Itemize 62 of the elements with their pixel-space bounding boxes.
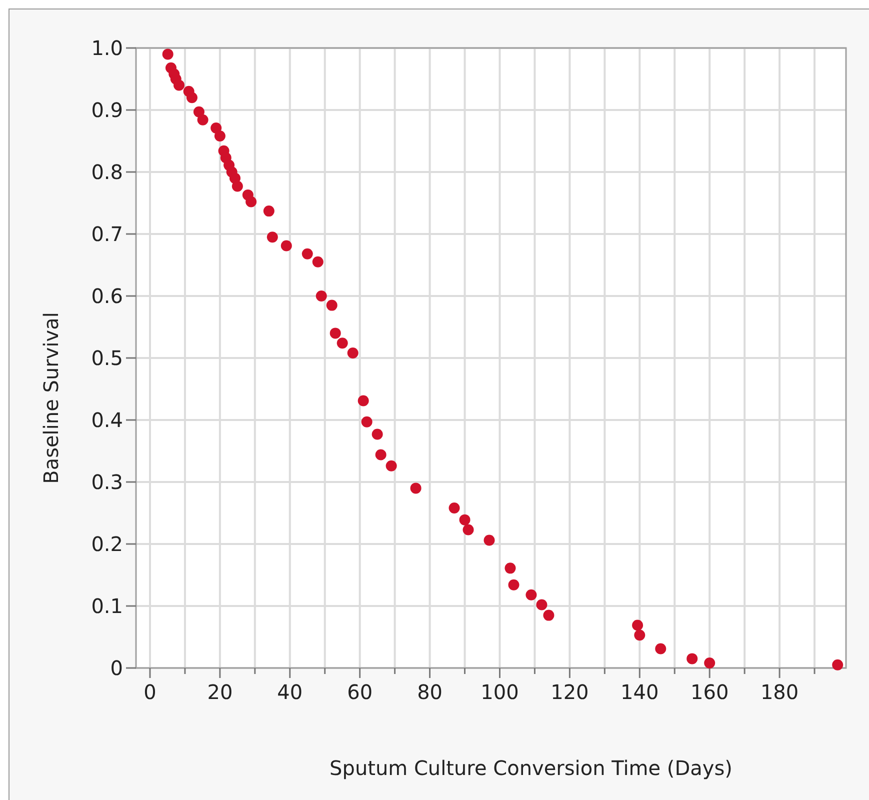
point: [832, 659, 844, 670]
point: [266, 232, 278, 243]
point: [704, 658, 716, 669]
point: [686, 653, 698, 664]
y-tick-label: 0.3: [91, 470, 123, 494]
point: [246, 196, 257, 208]
point: [410, 482, 422, 494]
y-tick-label: 0.5: [91, 346, 123, 370]
point: [526, 589, 537, 600]
x-tick-label: 160: [690, 680, 729, 704]
point: [508, 579, 520, 590]
point: [372, 428, 383, 440]
point: [316, 290, 327, 302]
point: [336, 338, 348, 349]
point: [459, 514, 470, 526]
point: [302, 248, 313, 260]
point: [462, 524, 474, 536]
x-tick-label: 180: [760, 680, 799, 704]
point: [174, 80, 185, 91]
x-tick-label: 40: [277, 680, 303, 704]
x-tick-label: 120: [550, 680, 589, 704]
point: [330, 328, 341, 339]
point: [280, 240, 292, 252]
point: [536, 599, 548, 610]
point: [358, 395, 369, 406]
y-tick-label: 0.8: [91, 160, 123, 184]
y-tick-label: 1.0: [91, 36, 123, 60]
point: [162, 48, 174, 60]
point: [543, 610, 554, 621]
x-tick-label: 80: [417, 680, 443, 704]
point: [448, 502, 460, 514]
point: [312, 256, 324, 268]
x-tick-label: 0: [144, 680, 156, 704]
y-tick-label: 0.1: [91, 594, 123, 618]
point: [347, 348, 358, 359]
point: [210, 122, 222, 134]
x-tick-label: 20: [207, 680, 233, 704]
point: [386, 460, 397, 472]
point: [326, 300, 338, 311]
point: [634, 630, 646, 641]
x-tick-label: 140: [620, 680, 659, 704]
y-tick-label: 0.4: [91, 408, 123, 432]
point: [197, 114, 208, 126]
x-tick-label: 100: [480, 680, 519, 704]
point: [186, 92, 198, 104]
y-axis-title: Baseline Survival: [39, 312, 63, 484]
point: [632, 620, 644, 631]
point: [361, 416, 372, 428]
point: [655, 643, 666, 654]
y-tick-label: 0.6: [91, 284, 123, 308]
x-axis-title: Sputum Culture Conversion Time (Days): [330, 756, 732, 780]
y-tick-label: 0.2: [91, 532, 123, 556]
y-tick-label: 0.9: [91, 98, 123, 122]
y-tick-label: 0.7: [91, 222, 123, 246]
point: [214, 130, 226, 142]
x-tick-label: 60: [347, 680, 373, 704]
point: [504, 562, 516, 574]
y-tick-label: 0: [110, 656, 123, 680]
point: [263, 206, 274, 217]
point: [484, 534, 495, 546]
point: [232, 180, 243, 192]
point: [375, 449, 386, 460]
